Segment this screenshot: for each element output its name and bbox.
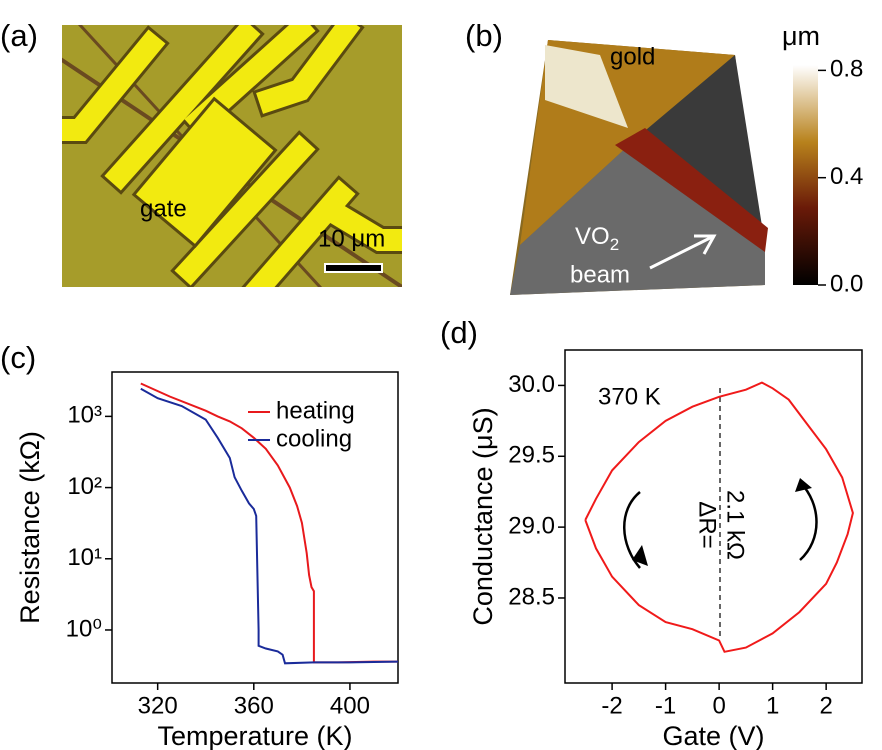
legend-label: heating xyxy=(276,397,355,424)
x-tick-label: -1 xyxy=(655,692,676,719)
annotation: beam xyxy=(570,261,630,288)
x-axis-label: Gate (V) xyxy=(662,721,764,750)
colorbar xyxy=(793,65,818,285)
micrograph xyxy=(62,25,402,287)
colorbar-tick-label: 0.4 xyxy=(830,163,863,190)
arrow-head xyxy=(694,234,717,255)
annotation: gold xyxy=(610,43,655,70)
colorbar-tick-label: 0.0 xyxy=(830,270,863,297)
y-tick-label: 29.5 xyxy=(508,442,555,469)
x-tick-label: 360 xyxy=(234,692,274,719)
annotation: gate xyxy=(140,195,187,222)
annotation: 370 K xyxy=(598,383,661,410)
line xyxy=(140,387,399,665)
y-tick-label: 30.0 xyxy=(508,371,555,398)
x-tick-label: 2 xyxy=(819,692,832,719)
y-tick-label: 10² xyxy=(67,473,102,500)
y-tick-label: 29.0 xyxy=(508,512,555,539)
annotation: 2 xyxy=(610,235,619,254)
y-tick-label: 10³ xyxy=(67,402,102,429)
annotation: ΔR= xyxy=(694,501,721,548)
afm-image xyxy=(510,40,768,295)
plot-frame xyxy=(564,349,863,684)
x-tick-label: 1 xyxy=(766,692,779,719)
annotation: 2.1 kΩ xyxy=(722,490,749,560)
annotation: VO xyxy=(575,223,610,250)
x-tick-label: 0 xyxy=(712,692,725,719)
line xyxy=(584,381,854,653)
x-tick-label: 320 xyxy=(138,692,178,719)
x-tick-label: 400 xyxy=(330,692,370,719)
line xyxy=(140,382,398,664)
panel-label: (d) xyxy=(440,315,478,350)
colorbar-label: μm xyxy=(782,21,820,51)
y-tick-label: 10⁰ xyxy=(66,615,102,642)
legend-label: cooling xyxy=(276,425,352,452)
plot-frame xyxy=(111,371,399,684)
annotation: VO2 xyxy=(575,223,619,254)
arrow-head xyxy=(795,478,812,492)
x-axis-label: Temperature (K) xyxy=(157,721,352,750)
y-axis-label: Resistance (kΩ) xyxy=(15,431,45,624)
panel-label: (b) xyxy=(465,18,503,53)
arrow-head xyxy=(632,545,648,566)
arrow xyxy=(649,235,713,270)
x-tick-label: -2 xyxy=(601,692,622,719)
arrow xyxy=(799,481,818,561)
colorbar-tick-label: 0.8 xyxy=(830,56,863,83)
y-axis-label: Conductance (μS) xyxy=(468,407,498,625)
y-tick-label: 28.5 xyxy=(508,583,555,610)
panel-label: (c) xyxy=(0,340,36,375)
panel-label: (a) xyxy=(0,18,38,53)
annotation: 10 μm xyxy=(318,225,385,252)
y-tick-label: 10¹ xyxy=(67,544,102,571)
